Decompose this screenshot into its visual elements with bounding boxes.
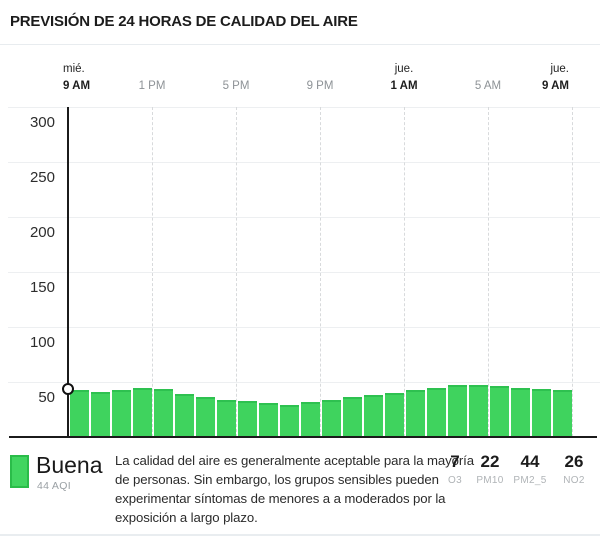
x-tick-day: jue. xyxy=(550,63,569,75)
x-tick-label: 1 PM xyxy=(122,61,182,95)
pollutant-stat-pm10: 22 PM10 xyxy=(476,452,504,487)
x-gridline xyxy=(488,107,489,437)
x-tick-label: jue. 9 AM xyxy=(509,61,569,95)
y-axis-label: 100 xyxy=(29,334,55,351)
pollutant-label: PM2_5 xyxy=(513,475,547,486)
x-tick-label: 9 PM xyxy=(290,61,350,95)
pollutant-value: 26 xyxy=(564,452,584,471)
aqi-bar[interactable] xyxy=(90,391,110,437)
aqi-bar[interactable] xyxy=(174,394,194,437)
x-tick-time: 9 AM xyxy=(541,80,569,92)
aqi-bar[interactable] xyxy=(426,387,446,437)
x-tick-label: mié. 9 AM xyxy=(63,61,123,95)
x-tick-time: 5 AM xyxy=(474,80,502,92)
y-gridline xyxy=(8,217,600,218)
footer-divider xyxy=(0,534,600,536)
aqi-bar[interactable] xyxy=(405,389,425,437)
aqi-category-label: Buena xyxy=(36,452,103,478)
x-gridline xyxy=(404,107,405,437)
pollutant-value: 7 xyxy=(450,452,460,471)
x-tick-time: 9 PM xyxy=(306,80,334,92)
x-gridline xyxy=(236,107,237,437)
aqi-bar[interactable] xyxy=(111,389,131,437)
aqi-bar[interactable] xyxy=(300,401,320,437)
aqi-chart: 50 100 150 200 250 300 mié. 9 AM 1 PM 5 PM 9 PM jue… xyxy=(0,44,600,450)
y-gridline xyxy=(8,272,600,273)
pollutant-label: NO2 xyxy=(563,475,585,486)
current-value-marker xyxy=(62,382,74,395)
y-axis-label: 250 xyxy=(29,169,55,186)
aqi-bar[interactable] xyxy=(531,388,551,437)
aqi-bar[interactable] xyxy=(69,389,89,437)
aqi-bar[interactable] xyxy=(237,400,257,437)
x-tick-day xyxy=(206,61,266,78)
aqi-bar[interactable] xyxy=(363,395,383,437)
x-axis-line xyxy=(9,436,597,438)
x-gridline xyxy=(572,107,573,437)
x-tick-day: mié. xyxy=(63,63,85,75)
x-tick-day xyxy=(122,61,182,78)
aqi-description: La calidad del aire es generalmente acep… xyxy=(115,453,474,525)
y-gridline xyxy=(8,107,600,108)
pollutant-stat-no2: 26 NO2 xyxy=(563,452,585,487)
y-gridline xyxy=(8,327,600,328)
page-title: PREVISIÓN DE 24 HORAS DE CALIDAD DEL AIR… xyxy=(10,13,358,30)
x-tick-label: 5 AM xyxy=(458,61,518,95)
x-tick-day xyxy=(290,61,350,78)
pollutant-value: 22 xyxy=(480,452,500,471)
header-divider xyxy=(0,44,600,45)
aqi-bar[interactable] xyxy=(384,393,404,437)
pollutant-stat-pm2_5: 44 PM2_5 xyxy=(513,452,547,487)
aqi-bar[interactable] xyxy=(552,389,572,437)
aqi-value-label: 44 AQI xyxy=(37,480,71,492)
pollutant-label: PM10 xyxy=(476,475,504,486)
pollutant-label: O3 xyxy=(448,475,462,486)
x-tick-time: 1 AM xyxy=(390,80,418,92)
aqi-bar[interactable] xyxy=(321,399,341,437)
y-axis-label: 200 xyxy=(29,224,55,241)
x-tick-day: jue. xyxy=(394,63,414,75)
y-axis-label: 150 xyxy=(29,279,55,296)
aqi-bar[interactable] xyxy=(258,402,278,437)
aqi-bar[interactable] xyxy=(153,388,173,437)
x-gridline xyxy=(320,107,321,437)
x-tick-label: jue. 1 AM xyxy=(374,61,434,95)
y-axis-label: 300 xyxy=(29,114,55,131)
aqi-bar[interactable] xyxy=(195,397,215,437)
pollutant-stat-o3: 7 O3 xyxy=(448,452,462,487)
aqi-bar[interactable] xyxy=(468,385,488,437)
current-time-line xyxy=(67,107,69,437)
y-axis-label: 50 xyxy=(38,389,55,406)
aqi-bar[interactable] xyxy=(132,387,152,437)
aqi-bar[interactable] xyxy=(342,397,362,437)
aqi-bar[interactable] xyxy=(216,399,236,437)
x-gridline xyxy=(152,107,153,437)
x-tick-time: 1 PM xyxy=(138,80,166,92)
aqi-bar[interactable] xyxy=(447,385,467,437)
aqi-category-swatch xyxy=(10,455,29,488)
x-tick-time: 9 AM xyxy=(63,80,91,92)
pollutant-value: 44 xyxy=(520,452,540,471)
y-gridline xyxy=(8,382,600,383)
y-gridline xyxy=(8,162,600,163)
x-tick-time: 5 PM xyxy=(222,80,250,92)
aqi-bar[interactable] xyxy=(279,405,299,437)
aqi-bar[interactable] xyxy=(489,386,509,437)
aqi-bar[interactable] xyxy=(510,387,530,437)
x-tick-label: 5 PM xyxy=(206,61,266,95)
